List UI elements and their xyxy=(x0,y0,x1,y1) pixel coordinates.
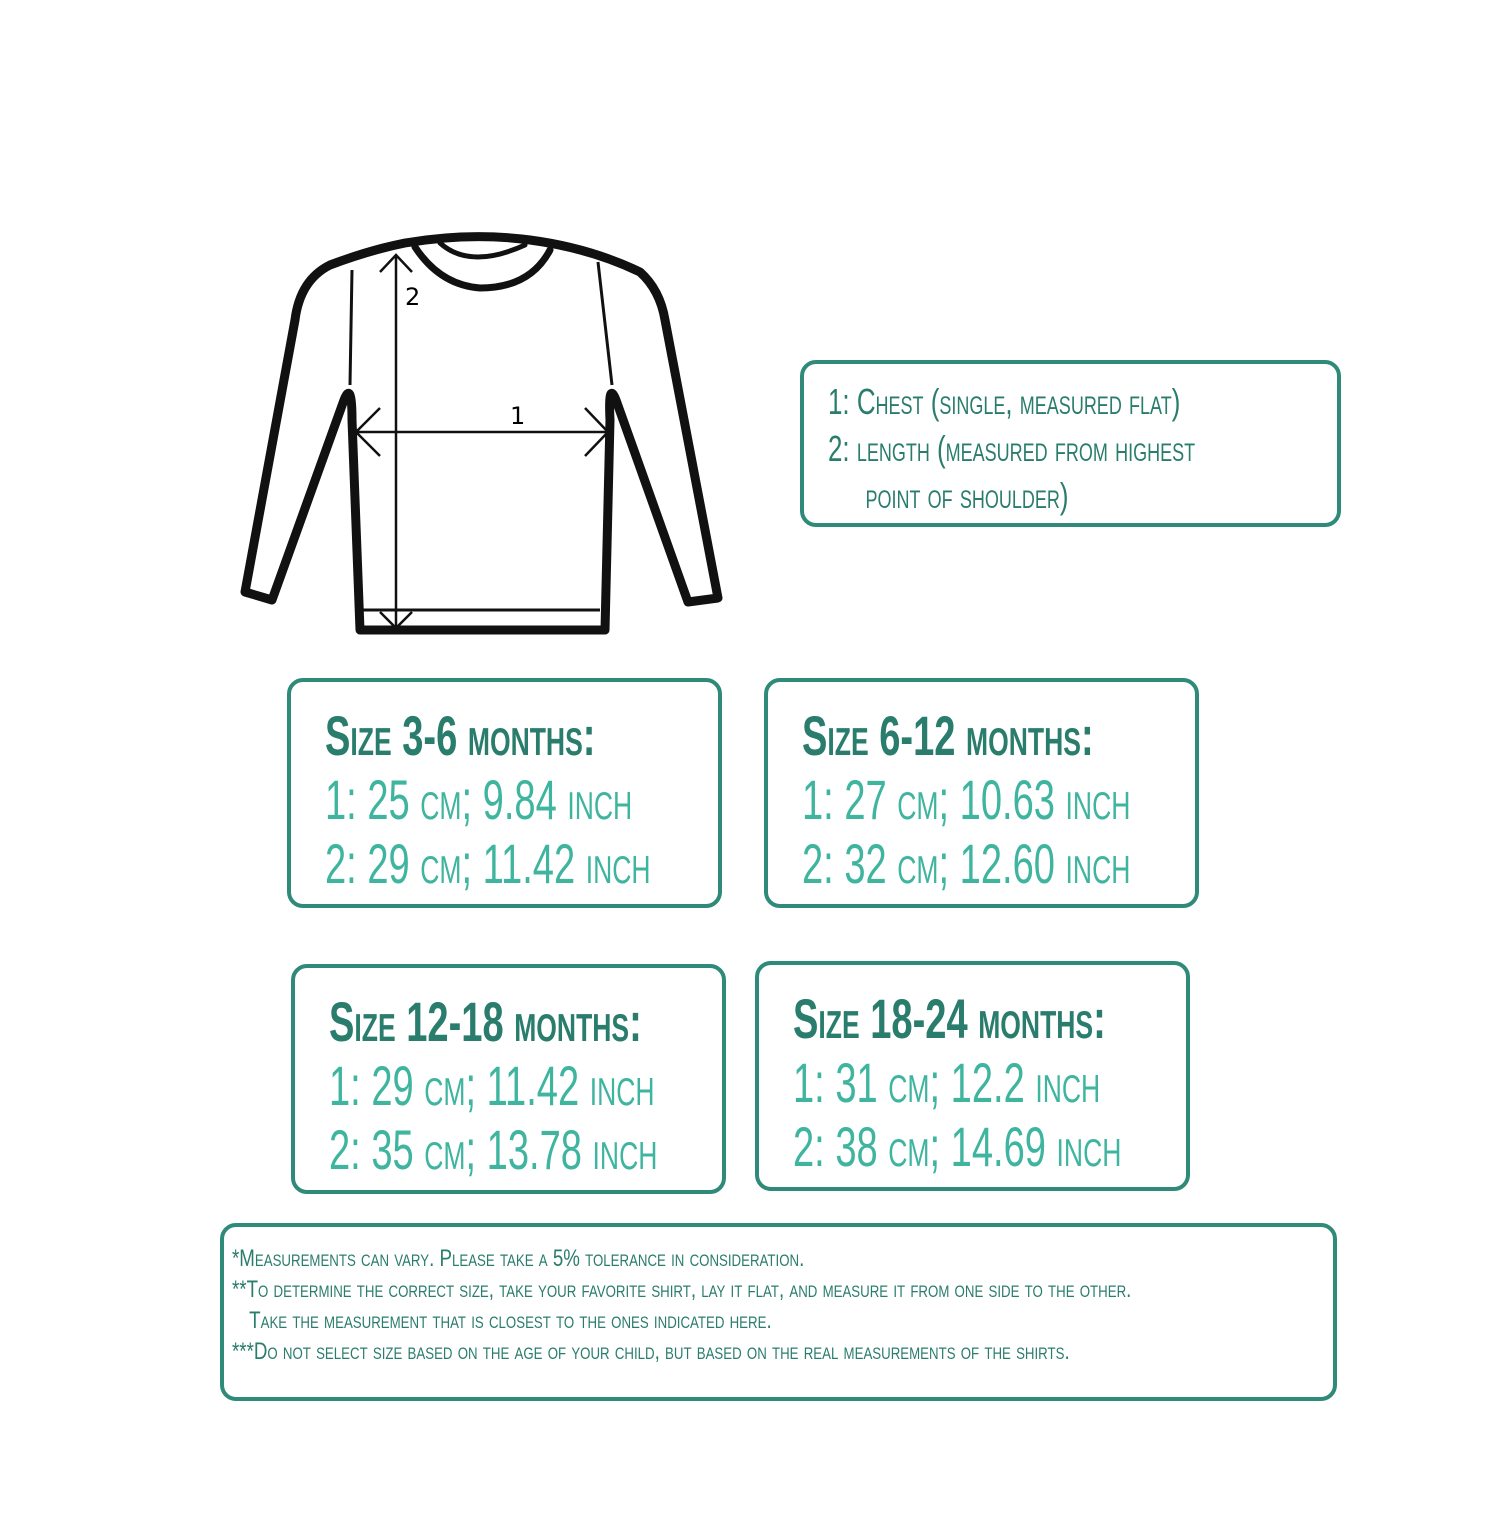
size-chest: 1: 29 cm; 11.42 inch xyxy=(329,1054,655,1117)
size-title: Size 18-24 months: xyxy=(793,987,1106,1050)
length-label: 2 xyxy=(405,283,420,311)
seams xyxy=(348,261,614,612)
size-length: 2: 32 cm; 12.60 inch xyxy=(802,832,1131,895)
size-card-3-6: Size 3-6 months: 1: 25 cm; 9.84 inch 2: … xyxy=(287,678,722,908)
chest-label: 1 xyxy=(510,402,525,430)
size-title: Size 6-12 months: xyxy=(802,704,1094,767)
note-age: ***Do not select size based on the age o… xyxy=(232,1338,1070,1365)
size-chest: 1: 31 cm; 12.2 inch xyxy=(793,1051,1101,1114)
legend-length: 2: length (measured from highest xyxy=(828,428,1196,469)
size-chest: 1: 25 cm; 9.84 inch xyxy=(325,768,633,831)
size-chest: 1: 27 cm; 10.63 inch xyxy=(802,768,1131,831)
size-length: 2: 38 cm; 14.69 inch xyxy=(793,1115,1122,1178)
notes-box: *Measurements can vary. Please take a 5%… xyxy=(220,1223,1337,1401)
sweater-diagram: 2 1 xyxy=(240,232,723,635)
note-tolerance: *Measurements can vary. Please take a 5%… xyxy=(232,1245,805,1272)
size-title: Size 3-6 months: xyxy=(325,704,596,767)
size-card-12-18: Size 12-18 months: 1: 29 cm; 11.42 inch … xyxy=(291,964,726,1194)
size-length: 2: 29 cm; 11.42 inch xyxy=(325,832,651,895)
sweater-outline xyxy=(240,232,723,635)
size-title: Size 12-18 months: xyxy=(329,990,642,1053)
note-how-to-measure: **To determine the correct size, take yo… xyxy=(232,1276,1132,1303)
measure-arrows xyxy=(354,253,610,630)
size-card-6-12: Size 6-12 months: 1: 27 cm; 10.63 inch 2… xyxy=(764,678,1199,908)
legend-length-cont: point of shoulder) xyxy=(865,475,1069,516)
measurement-legend: 1: Chest (single, measured flat) 2: leng… xyxy=(800,360,1341,527)
legend-chest: 1: Chest (single, measured flat) xyxy=(828,381,1181,422)
note-closest: Take the measurement that is closest to … xyxy=(249,1307,772,1334)
size-length: 2: 35 cm; 13.78 inch xyxy=(329,1118,658,1181)
size-card-18-24: Size 18-24 months: 1: 31 cm; 12.2 inch 2… xyxy=(755,961,1190,1191)
